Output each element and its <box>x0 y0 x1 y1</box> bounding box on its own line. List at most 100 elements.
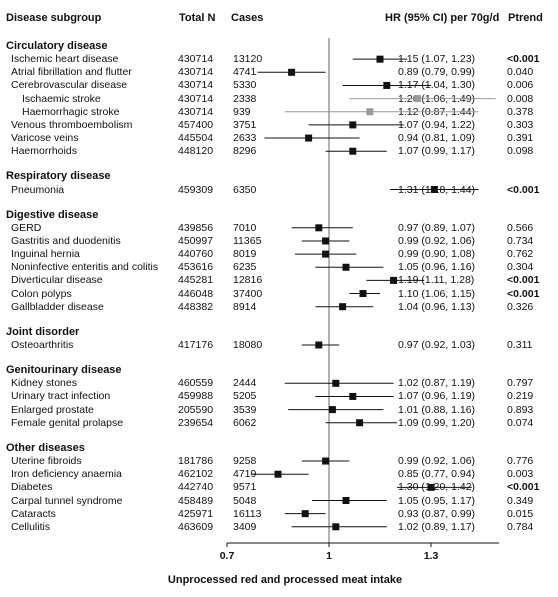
header-subgroup: Disease subgroup <box>6 12 102 24</box>
row-cases: 16113 <box>233 507 262 520</box>
row-total-n: 458489 <box>178 494 214 507</box>
row-cases: 5330 <box>233 79 257 92</box>
row-ptrend: 0.008 <box>507 92 534 105</box>
row-label: Osteoarthritis <box>11 339 74 351</box>
row-total-n: 425971 <box>178 507 214 520</box>
row-label: Haemorrhagic stroke <box>22 105 120 118</box>
row-label: Haemorrhoids <box>11 145 77 158</box>
row-label: Ischaemic stroke <box>22 92 101 105</box>
row-ptrend: 0.349 <box>507 494 534 507</box>
row-ptrend: 0.378 <box>507 105 534 118</box>
row-label: Iron deficiency anaemia <box>11 468 122 481</box>
row-hr-ci: 1.07 (0.94, 1.22) <box>398 118 476 131</box>
row-cases: 3409 <box>233 520 257 533</box>
row-cases: 5205 <box>233 390 257 403</box>
row-total-n: 430714 <box>178 105 214 118</box>
hr-marker <box>342 263 350 271</box>
hr-marker <box>356 419 364 427</box>
row-cases: 4719 <box>233 468 257 481</box>
row-hr-ci: 1.07 (0.96, 1.19) <box>398 390 476 403</box>
row-hr-ci: 1.09 (0.99, 1.20) <box>398 416 476 429</box>
hr-marker <box>332 379 340 387</box>
row-total-n: 417176 <box>178 339 214 351</box>
row-hr-ci: 0.99 (0.92, 1.06) <box>398 455 476 468</box>
hr-marker <box>315 341 323 349</box>
row-ptrend: 0.797 <box>507 377 534 390</box>
row-hr-ci: 1.05 (0.96, 1.16) <box>398 261 476 274</box>
row-cases: 7010 <box>233 221 257 234</box>
row-ptrend: 0.074 <box>507 416 534 429</box>
hr-marker <box>376 55 384 63</box>
row-hr-ci: 1.05 (0.95, 1.17) <box>398 494 476 507</box>
row-label: Diabetes <box>11 481 53 494</box>
row-total-n: 448120 <box>178 145 214 158</box>
hr-marker <box>288 68 296 76</box>
row-hr-ci: 1.01 (0.88, 1.16) <box>398 403 476 416</box>
row-hr-ci: 1.15 (1.07, 1.23) <box>398 53 476 66</box>
hr-marker <box>322 457 330 465</box>
hr-marker <box>332 523 340 531</box>
row-ptrend: 0.006 <box>507 79 534 92</box>
row-hr-ci: 1.19 (1.11, 1.28) <box>398 274 475 287</box>
row-cases: 9571 <box>233 481 257 494</box>
row-cases: 2444 <box>233 377 257 390</box>
row-ptrend: <0.001 <box>507 183 540 196</box>
row-hr-ci: 0.94 (0.81, 1.09) <box>398 132 476 145</box>
row-ptrend: 0.326 <box>507 300 534 313</box>
row-ptrend: 0.219 <box>507 390 534 403</box>
row-label: Cataracts <box>11 507 56 520</box>
row-ptrend: 0.003 <box>507 468 534 481</box>
hr-marker <box>305 134 313 142</box>
row-total-n: 459309 <box>178 183 214 196</box>
row-total-n: 239654 <box>178 416 214 429</box>
row-ptrend: 0.784 <box>507 520 534 533</box>
row-total-n: 181786 <box>178 455 214 468</box>
header-cases: Cases <box>231 12 264 24</box>
row-label: Pneumonia <box>11 183 65 196</box>
hr-marker <box>390 276 398 284</box>
section-title: Respiratory disease <box>6 170 111 183</box>
row-cases: 3539 <box>233 403 257 416</box>
row-ptrend: <0.001 <box>507 53 540 66</box>
row-cases: 18080 <box>233 339 263 351</box>
hr-marker <box>322 237 330 245</box>
row-total-n: 445504 <box>178 132 214 145</box>
row-label: Uterine fibroids <box>11 455 82 468</box>
row-hr-ci: 0.97 (0.92, 1.03) <box>398 339 476 351</box>
row-total-n: 459988 <box>178 390 214 403</box>
section-title: Genitourinary disease <box>6 364 122 377</box>
hr-marker <box>383 81 391 89</box>
row-total-n: 430714 <box>178 79 214 92</box>
row-total-n: 463609 <box>178 520 214 533</box>
row-total-n: 445281 <box>178 274 214 287</box>
row-hr-ci: 0.85 (0.77, 0.94) <box>398 468 476 481</box>
section-title: Digestive disease <box>6 208 99 221</box>
row-cases: 13120 <box>233 53 263 66</box>
row-ptrend: 0.040 <box>507 66 534 79</box>
hr-marker <box>342 497 350 504</box>
hr-marker <box>322 250 330 258</box>
row-label: Varicose veins <box>11 132 79 145</box>
section-title: Other diseases <box>6 441 85 454</box>
row-ptrend: 0.893 <box>507 403 534 416</box>
row-label: Venous thromboembolism <box>11 118 133 131</box>
row-hr-ci: 0.99 (0.90, 1.08) <box>398 248 476 261</box>
row-label: Cerebrovascular disease <box>11 79 128 92</box>
row-cases: 8914 <box>233 300 257 313</box>
row-hr-ci: 0.99 (0.92, 1.06) <box>398 234 476 247</box>
row-hr-ci: 0.89 (0.79, 0.99) <box>398 66 476 79</box>
header-hr: HR (95% CI) per 70g/d <box>385 12 500 24</box>
row-cases: 37400 <box>233 287 263 300</box>
row-cases: 5048 <box>233 494 257 507</box>
header-total-n: Total N <box>179 12 216 24</box>
row-hr-ci: 1.07 (0.99, 1.17) <box>398 145 476 158</box>
row-ptrend: 0.304 <box>507 261 534 274</box>
row-total-n: 457400 <box>178 118 214 131</box>
row-ptrend: 0.098 <box>507 145 534 158</box>
row-total-n: 462102 <box>178 468 214 481</box>
row-hr-ci: 0.93 (0.87, 0.99) <box>398 507 476 520</box>
row-label: Cellulitis <box>11 520 51 533</box>
hr-marker <box>413 95 421 103</box>
